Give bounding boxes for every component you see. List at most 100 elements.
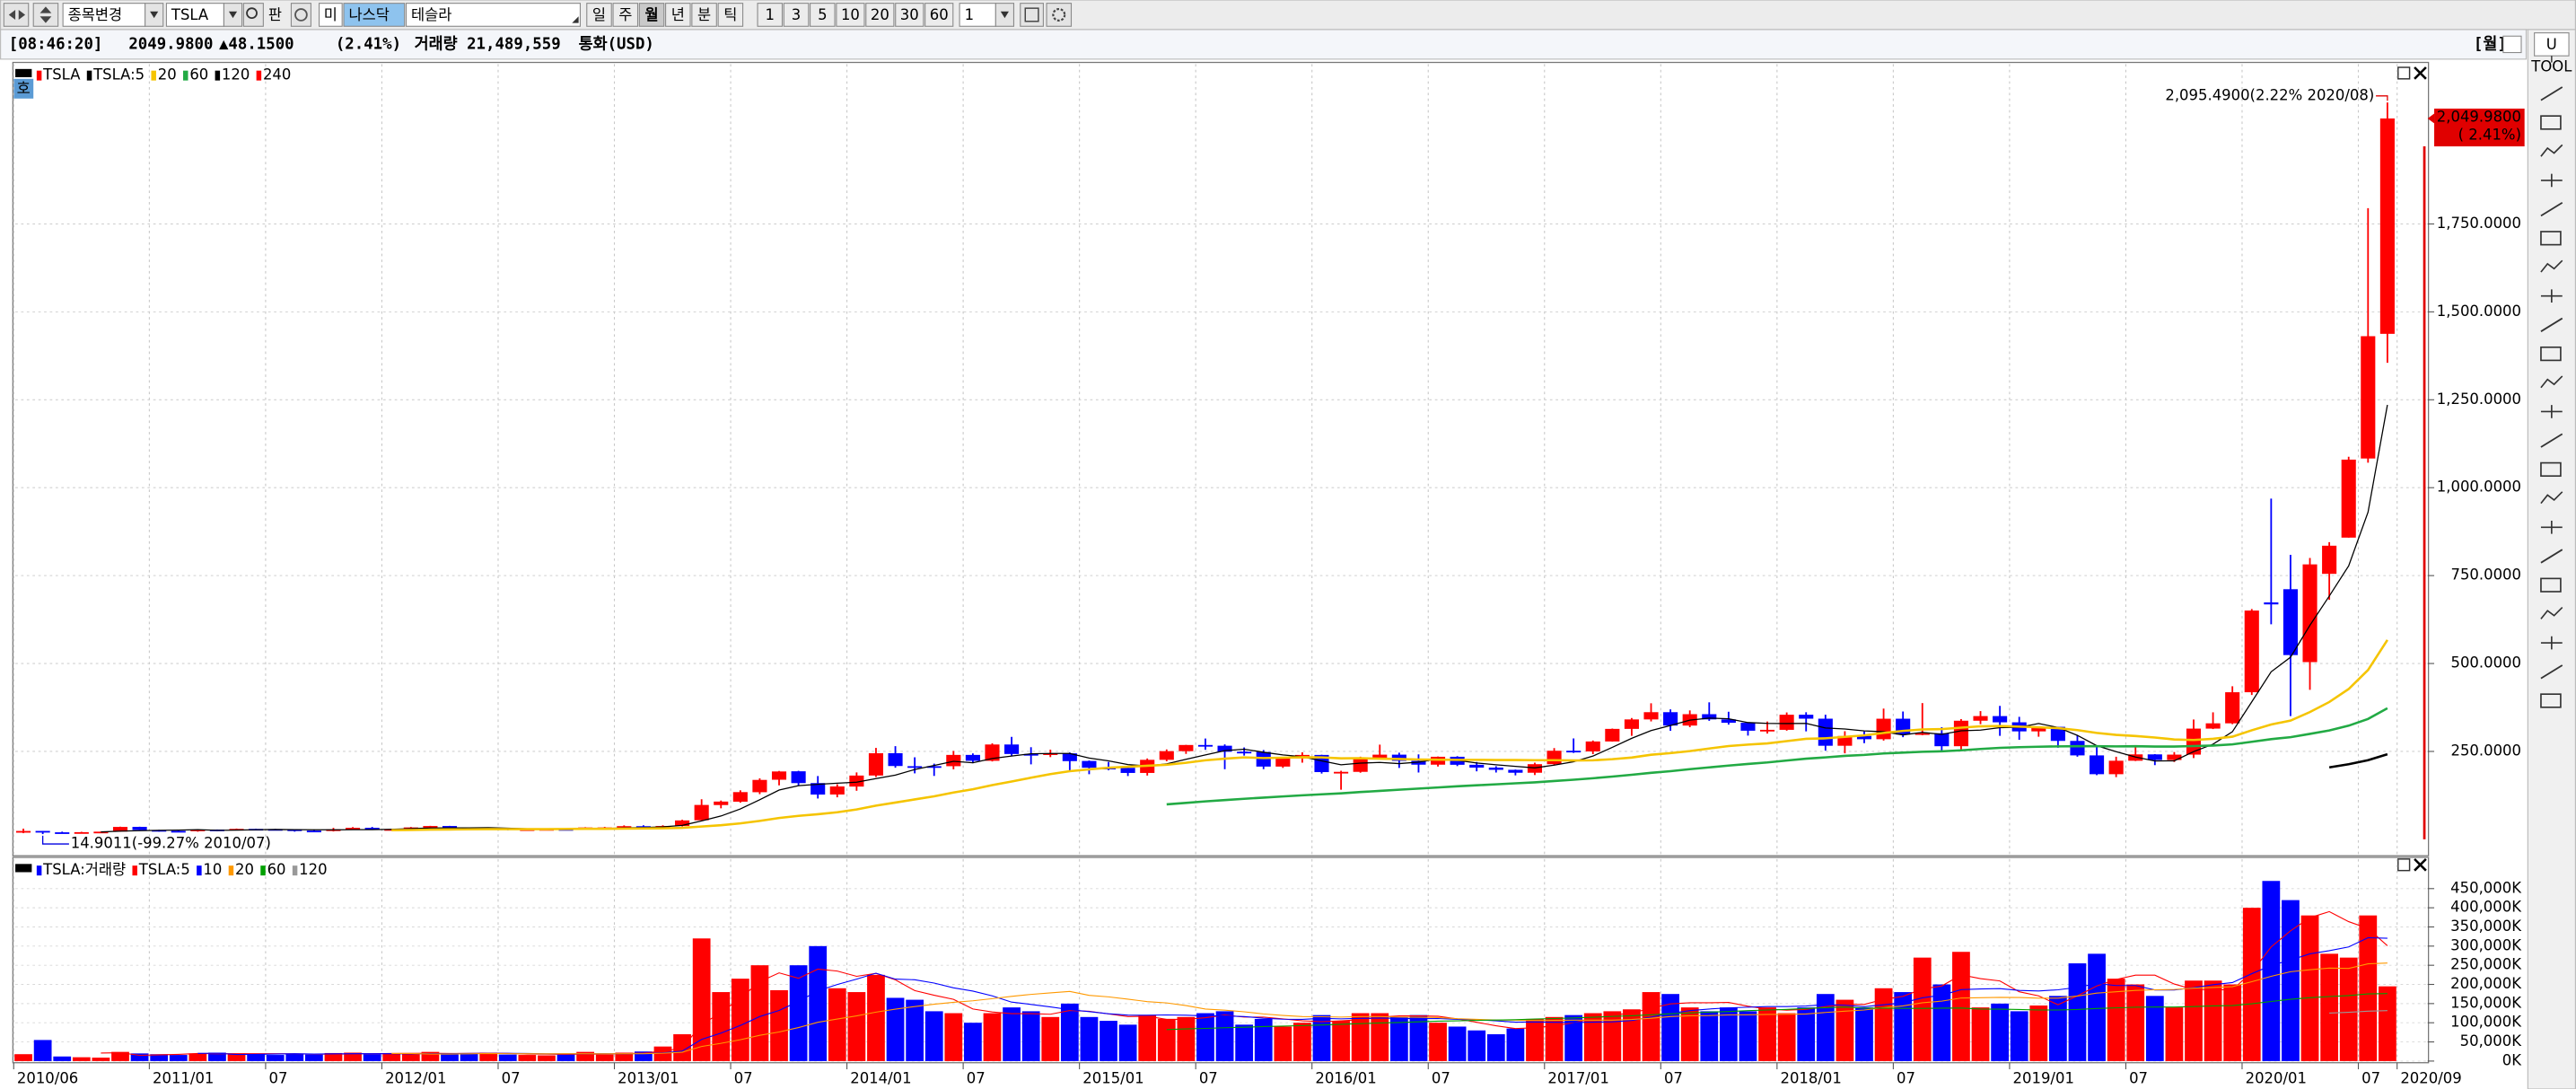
u-button[interactable] [2534, 32, 2570, 57]
x-tick-label: 07 [1664, 1070, 1683, 1087]
info-time: [08:46:20] [9, 35, 103, 53]
candle-body [2090, 755, 2105, 775]
volume-panel-button[interactable] [2397, 858, 2411, 872]
period-button[interactable] [612, 3, 639, 27]
y-tick-label: 50,000K [2460, 1032, 2523, 1049]
tool-icon[interactable] [2540, 405, 2563, 418]
tool-icon[interactable] [2540, 86, 2563, 101]
tool-icon[interactable] [2540, 606, 2563, 619]
tool-icon[interactable] [2540, 346, 2562, 362]
interval-button[interactable] [865, 3, 895, 27]
volume-bar [1486, 1034, 1505, 1061]
tool-icon[interactable] [2540, 520, 2563, 534]
interval-button[interactable] [757, 3, 784, 27]
refresh-button[interactable] [290, 3, 311, 27]
tool-icon[interactable] [2540, 549, 2563, 564]
last-price-change: ( 2.41%) [2458, 127, 2521, 144]
legend-label: 20 [158, 66, 177, 83]
volume-close-button[interactable] [2414, 857, 2427, 872]
legend-label: 20 [235, 861, 254, 878]
interval-button[interactable] [895, 3, 924, 27]
interval-text: 1 [766, 6, 775, 23]
candle-body [2244, 610, 2259, 693]
x-tick-label: 2017/01 [1547, 1070, 1608, 1087]
period-button[interactable] [691, 3, 717, 27]
candle-body [617, 826, 632, 829]
market-box[interactable] [343, 3, 406, 27]
dropdown-arrow [150, 11, 159, 19]
tool-icon[interactable] [2540, 491, 2563, 505]
period-button[interactable] [586, 3, 612, 27]
volume-bar [33, 1040, 52, 1061]
candle-body [965, 754, 980, 761]
x-tick-label: 2014/01 [850, 1070, 911, 1087]
volume-bar [1623, 1009, 1641, 1061]
tool-icon[interactable] [2540, 375, 2563, 389]
tool-icon[interactable] [2540, 693, 2562, 708]
volume-bar [1003, 1007, 1021, 1061]
volume-bar [1506, 1028, 1525, 1061]
tool-icon[interactable] [2540, 461, 2562, 478]
interval-button[interactable] [783, 3, 810, 27]
tool-icon[interactable] [2540, 289, 2563, 303]
x-tick-label: 2015/01 [1082, 1070, 1143, 1087]
y-tick-label: 250,000K [2450, 956, 2522, 973]
moving-average-line [2328, 752, 2388, 769]
period-button[interactable] [638, 3, 665, 27]
candle-body [1217, 745, 1232, 752]
volume-bar [401, 1053, 420, 1061]
tool-icon[interactable] [2540, 201, 2563, 217]
tool-icon[interactable] [2540, 115, 2562, 130]
x-tick-label: 2013/01 [618, 1070, 679, 1087]
volume-bar [983, 1013, 1002, 1061]
moving-average-line [391, 639, 2388, 831]
interval-button[interactable] [924, 3, 954, 27]
tool-icon[interactable] [2540, 173, 2563, 188]
tool-icon[interactable] [2540, 259, 2563, 273]
refresh-icon [294, 8, 308, 22]
tool-icon[interactable] [2540, 231, 2562, 246]
volume-bar [1254, 1018, 1273, 1061]
last-price-pointer [2427, 113, 2435, 124]
window-button[interactable] [2502, 35, 2522, 54]
candle-body [2264, 602, 2279, 605]
x-tick-label: 07 [1199, 1070, 1218, 1087]
volume-bar [1312, 1014, 1331, 1061]
volume-bar [1836, 999, 1854, 1061]
interval-button[interactable] [810, 3, 836, 27]
volume-bar [1894, 992, 1913, 1061]
save-button[interactable] [1020, 3, 1044, 27]
volume-bar [2339, 957, 2358, 1061]
tool-icon[interactable] [2540, 317, 2563, 332]
market-flag[interactable] [319, 3, 343, 27]
period-button[interactable] [717, 3, 744, 27]
side-button[interactable] [13, 78, 34, 99]
price-close-button[interactable] [2414, 66, 2427, 80]
y-tick-label: 250.0000 [2450, 742, 2521, 759]
min-annotation: 14.9011(-99.27% 2010/07) [71, 835, 271, 852]
candle-body [946, 754, 961, 767]
period-text: 분 [697, 6, 711, 23]
price-panel-button[interactable] [2397, 66, 2411, 80]
interval-button[interactable] [836, 3, 865, 27]
period-button[interactable] [665, 3, 691, 27]
info-period: [월] [2474, 35, 2507, 53]
tool-icon[interactable] [2540, 577, 2562, 593]
tool-icon[interactable] [2540, 664, 2563, 680]
candle-body [752, 779, 767, 793]
volume-bar [2010, 1011, 2028, 1061]
tool-icon[interactable] [2540, 636, 2563, 650]
period-text: 일 [592, 6, 606, 23]
interval-text: 10 [841, 6, 860, 23]
volume-bar [847, 992, 866, 1061]
tool-icon[interactable] [2540, 433, 2563, 448]
legend-label: TSLA [42, 66, 81, 83]
info-volume: 거래량 21,489,559 [415, 35, 561, 53]
tool-icon[interactable] [2540, 144, 2563, 157]
x-tick-label: 2019/01 [2013, 1070, 2074, 1087]
settings-button[interactable] [1046, 3, 1073, 27]
volume-bar [1293, 1023, 1311, 1061]
volume-bar [2185, 980, 2203, 1061]
volume-bar [964, 1023, 982, 1061]
volume-bar [479, 1052, 498, 1061]
